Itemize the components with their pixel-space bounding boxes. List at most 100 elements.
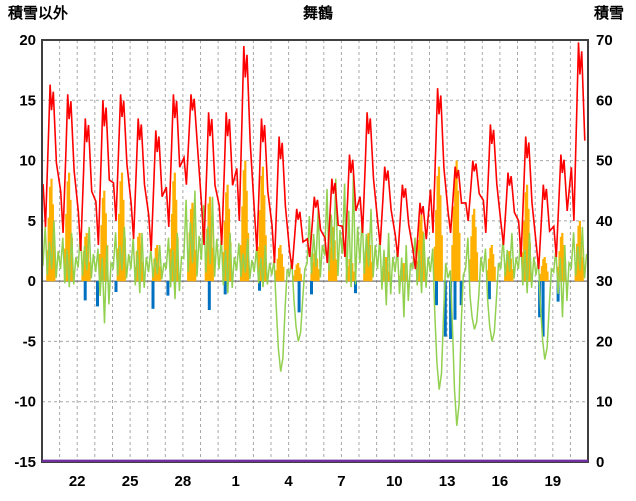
orange-bar [294,269,297,282]
blue-bar [459,281,463,306]
orange-bar [486,270,489,282]
x-axis-tick-label: 25 [122,473,139,490]
orange-bar [100,225,103,282]
orange-bar [65,213,68,282]
orange-bar [474,226,477,282]
orange-bar [239,245,243,282]
orange-bar [53,240,56,282]
orange-bar [524,192,527,282]
orange-bar [364,251,367,282]
x-axis-tick-label: 16 [492,473,509,490]
blue-bar [151,281,155,309]
x-axis-tick-label: 22 [69,473,86,490]
x-axis-tick-label: 7 [337,473,345,490]
orange-bar [316,258,319,282]
orange-bar [557,266,560,282]
orange-bar [85,232,88,282]
left-axis-tick-label: 5 [28,213,36,230]
orange-bar [192,222,195,282]
orange-bar [470,236,473,282]
orange-bar [370,261,373,282]
blue-bar [83,281,87,301]
right-axis-tick-label: 70 [596,32,613,49]
orange-bar [330,231,333,282]
orange-bar [452,206,455,282]
orange-bar [313,253,316,282]
orange-bar [581,257,584,282]
orange-bar [175,199,178,282]
blue-bar [310,281,313,295]
orange-bar [298,267,301,282]
orange-bar [225,192,228,282]
orange-bar [50,178,53,282]
orange-bar [280,254,283,282]
orange-bar [208,196,212,282]
green-line [42,172,588,426]
orange-bar [456,190,460,282]
blue-bar [435,281,438,306]
orange-bar [561,232,564,282]
orange-bar [172,181,175,282]
orange-bar [257,246,260,282]
left-axis-tick-label: -10 [14,394,36,411]
right-axis-tick-label: 40 [596,213,613,230]
orange-bar [275,270,278,282]
orange-bar [543,257,546,282]
orange-bar [471,214,474,282]
orange-bar [226,184,229,282]
orange-bar [103,190,106,282]
orange-bar [435,210,438,282]
station-title: 舞鶴 [302,5,333,22]
x-axis-tick-label: 28 [175,473,192,490]
blue-bar [207,281,211,310]
orange-bar [539,273,542,282]
blue-bar [354,281,357,294]
left-axis-tick-label: 20 [19,32,36,49]
orange-bar [509,258,512,282]
left-axis-tick-label: -15 [14,454,36,471]
orange-bar [423,254,426,282]
x-axis-tick-label: 13 [439,473,456,490]
orange-bar [540,266,543,282]
orange-bar [211,247,214,282]
orange-bar [385,257,388,282]
orange-bar [156,245,159,282]
orange-bar [545,263,548,282]
orange-bar [363,266,366,282]
left-axis-title: 積雪以外 [8,5,69,22]
orange-bar [468,259,472,282]
orange-bar [282,266,285,282]
plot-frame [41,39,589,463]
blue-bar [223,281,227,295]
orange-bar [310,272,313,282]
right-axis-tick-label: 30 [596,273,613,290]
orange-bar [455,160,458,282]
orange-bar [328,264,331,282]
right-axis-title: 積雪 [593,5,624,22]
orange-bar [546,271,549,282]
blue-bar [166,281,170,296]
orange-bar [123,237,126,282]
blue-bar [96,281,99,307]
orange-bar [68,172,71,282]
orange-bar [261,166,264,282]
orange-bar [420,214,423,282]
orange-bar [436,175,439,282]
orange-bar [141,261,144,282]
x-axis-tick-label: 1 [232,473,240,490]
orange-bar [87,245,90,282]
orange-bar [506,253,510,282]
orange-bar [158,266,162,282]
orange-bar [263,195,266,282]
left-axis-tick-label: -5 [23,333,36,350]
orange-bar [299,273,302,282]
right-axis-tick-label: 60 [596,92,613,109]
orange-bar [440,235,443,282]
orange-bar [511,269,514,282]
x-axis-tick-label: 4 [284,473,293,490]
blue-bar [258,281,261,291]
orange-bar [473,208,476,282]
left-axis-tick-label: 0 [28,273,36,290]
